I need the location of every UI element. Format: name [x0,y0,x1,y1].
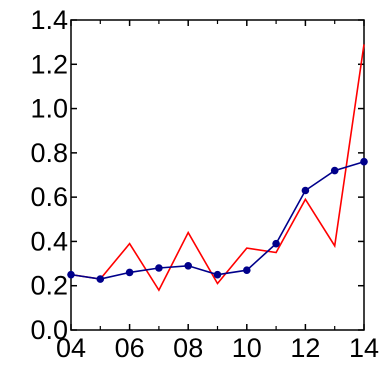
y-tick-label: 0.6 [30,182,68,212]
series-1 [70,44,365,292]
series-layer [67,44,368,292]
x-axis: 04 06 08 10 12 14 [56,20,379,363]
data-point [243,266,251,275]
x-tick-label: 08 [173,333,203,363]
data-point [96,275,105,283]
data-point [330,166,339,175]
data-point [184,261,192,270]
data-point [125,268,134,277]
y-tick-label: 1.4 [30,5,68,35]
y-tick-label: 0.2 [30,271,68,301]
data-point [301,186,310,195]
x-tick-label: 12 [290,333,320,363]
x-tick-label: 10 [232,333,262,363]
data-point [213,270,222,279]
data-point [272,239,280,248]
data-point [67,270,75,279]
x-tick-label: 04 [56,333,86,363]
y-tick-label: 0.8 [30,138,68,168]
series-2 [67,157,368,283]
data-point [155,264,163,272]
y-tick-label: 1.0 [30,94,68,124]
y-tick-label: 1.2 [30,49,68,79]
y-tick-label: 0.0 [30,315,68,345]
series-line [70,44,365,292]
y-axis: 0.0 0.2 0.4 0.6 0.8 1.0 1.2 1.4 [30,5,364,345]
data-point [360,157,368,166]
x-tick-label: 06 [115,333,145,363]
x-tick-label: 14 [349,333,379,363]
y-tick-label: 0.4 [30,226,68,256]
